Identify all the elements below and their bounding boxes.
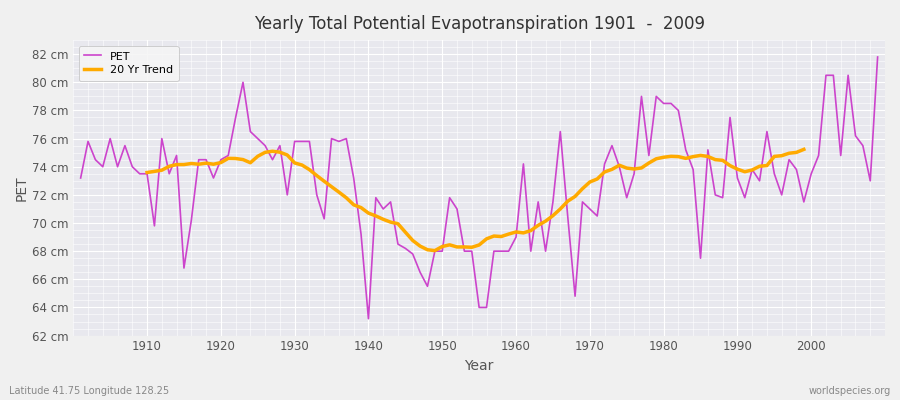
20 Yr Trend: [777, 153, 788, 158]
Text: Latitude 41.75 Longitude 128.25: Latitude 41.75 Longitude 128.25: [9, 386, 169, 396]
PET: [510, 235, 521, 240]
PET: [297, 139, 308, 144]
PET: [76, 176, 86, 180]
20 Yr Trend: [230, 156, 241, 161]
PET: [872, 54, 883, 59]
Text: worldspecies.org: worldspecies.org: [809, 386, 891, 396]
PET: [341, 136, 352, 141]
20 Yr Trend: [141, 170, 152, 175]
PET: [518, 162, 529, 166]
Y-axis label: PET: PET: [15, 175, 29, 201]
20 Yr Trend: [607, 167, 617, 172]
20 Yr Trend: [695, 153, 706, 158]
Line: 20 Yr Trend: 20 Yr Trend: [147, 149, 804, 250]
Line: PET: PET: [81, 57, 878, 319]
Title: Yearly Total Potential Evapotranspiration 1901  -  2009: Yearly Total Potential Evapotranspiratio…: [254, 15, 705, 33]
PET: [134, 171, 145, 176]
20 Yr Trend: [710, 157, 721, 162]
20 Yr Trend: [341, 195, 352, 200]
X-axis label: Year: Year: [464, 359, 494, 373]
20 Yr Trend: [429, 248, 440, 253]
PET: [607, 143, 617, 148]
PET: [363, 316, 374, 321]
Legend: PET, 20 Yr Trend: PET, 20 Yr Trend: [79, 46, 178, 81]
20 Yr Trend: [798, 147, 809, 152]
